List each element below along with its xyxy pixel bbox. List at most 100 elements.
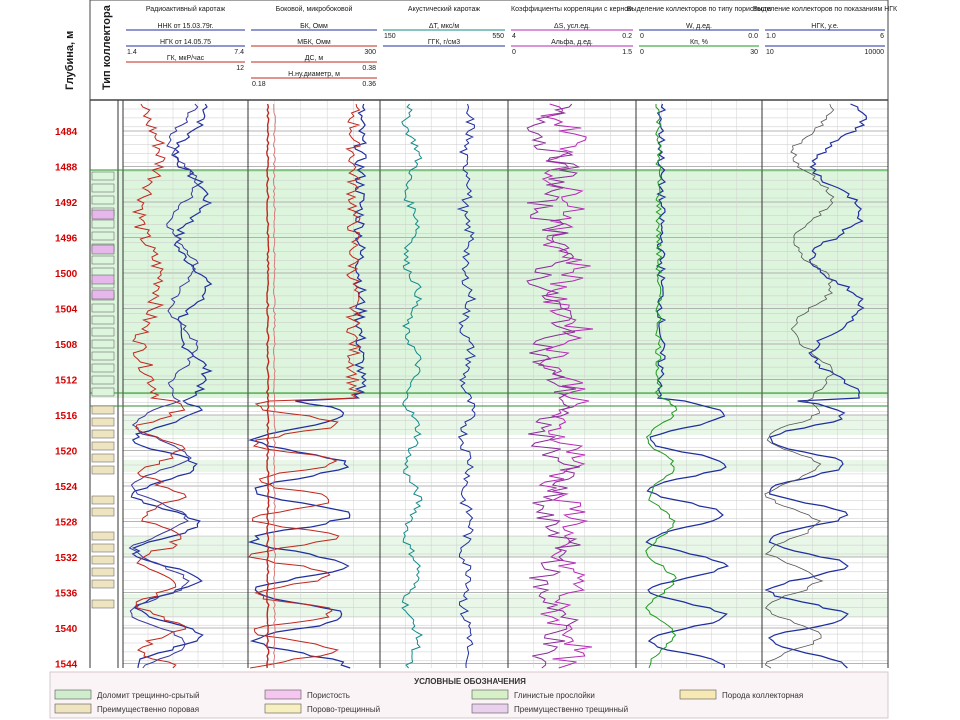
legend-label: Преимущественно поровая [97,705,199,714]
curve-scale-max: 0.36 [362,81,376,88]
legend-title: УСЛОВНЫЕ ОБОЗНАЧЕНИЯ [414,677,526,686]
curve-name: Н.ну.диаметр, м [288,71,340,78]
legend-swatch [264,703,302,714]
depth-tick-label: 1508 [55,340,78,351]
curve-mbk [248,103,362,669]
depth-tick-label: 1488 [55,163,78,174]
curve-scale-min: 1.0 [766,33,776,40]
curve-scale-min: 0.18 [252,81,266,88]
depth-tick-label: 1536 [55,589,78,600]
curve-scale-max: 0.2 [622,33,632,40]
curve-alpha [526,103,581,669]
curve-name: ГК, мкР/час [167,55,205,62]
collector-dolomite [91,219,115,229]
collector-porous [91,405,115,415]
curve-caliper [266,103,270,669]
collector-porous [91,543,115,553]
curve-name: ГГК, г/см3 [428,39,460,46]
curve-name: ΔТ, мкс/м [429,23,459,30]
reservoir-zone [90,170,888,398]
curve-name: БК, Омм [300,23,328,30]
legend: УСЛОВНЫЕ ОБОЗНАЧЕНИЯ Доломит трещинно-ср… [49,671,889,719]
depth-axis: 1484 1488 1492 1496 1500 1504 1508 1512 1516 1520… [55,127,78,671]
curve-scale-max: 550 [492,33,504,40]
curve-scale-max: 300 [364,49,376,56]
curve-ngk-base [764,103,835,669]
curve-scale-min: 0 [640,49,644,56]
legend-label: Преимущественно трещинный [514,705,628,714]
depth-tick-label: 1504 [55,305,78,316]
collector-porous [91,441,115,451]
legend-swatch [679,689,717,700]
track-title: Акустический каротаж [408,5,480,13]
collector-porous [91,429,115,439]
collector-porous [91,495,115,505]
collector-porous [91,465,115,475]
curve-name: НГК, у.е. [811,23,838,30]
curve-scale-max: 10000 [865,49,885,56]
curve-scale-min: 10 [766,49,774,56]
depth-tick-label: 1484 [55,127,78,138]
curve-scale-max: 30 [750,49,758,56]
curve-scale-max: 6 [880,33,884,40]
log-curves [128,103,868,669]
curve-w [645,103,730,668]
track-separators [89,0,889,668]
depth-tick-label: 1492 [55,198,78,209]
depth-tick-label: 1532 [55,553,78,564]
track-title: Боковой, микробоковой [276,5,353,13]
legend-swatch [264,689,302,700]
collector-porous [91,579,115,589]
curve-name: НГК от 14.05.75 [160,39,211,46]
depth-tick-label: 1512 [55,376,78,387]
collector-porous [91,531,115,541]
collector-dolomite [91,351,115,361]
curve-ngk [128,103,199,669]
collector-porous [91,453,115,463]
depth-tick-label: 1540 [55,624,78,635]
curve-name: МБК, Омм [297,39,331,46]
track-title: Выделение коллекторов по типу пористости [627,6,771,13]
legend-swatch [54,689,92,700]
depth-tick-label: 1544 [55,660,78,671]
curve-ds [537,103,594,669]
legend-frame [49,671,889,719]
collector-fractured [91,274,115,285]
depth-tick-label: 1516 [55,411,78,422]
collector-dolomite [91,255,115,265]
curve-gk [131,103,187,669]
curve-scale-min: 0 [640,33,644,40]
collector-fractured [91,289,115,300]
collector-dolomite [91,315,115,325]
curve-nnk [130,103,213,669]
horizontal-grid [123,108,888,664]
curve-name: ΔS, усл.ед. [554,23,590,30]
legend-items: Доломит трещинно-срытый Пористость Глинист… [54,689,803,714]
collector-column-label: Тип коллектора [101,4,113,90]
legend-label: Порода коллекторная [722,691,803,700]
legend-label: Пористость [307,691,350,700]
collector-dolomite [91,183,115,193]
collector-dolomite [91,375,115,385]
depth-tick-label: 1496 [55,234,78,245]
collector-fractured [91,244,115,255]
curve-scale-max: 0.38 [362,65,376,72]
legend-label: Глинистые прослойки [514,691,595,700]
collector-porous [91,555,115,565]
collector-porous [91,599,115,609]
collector-dolomite [91,387,115,397]
depth-tick-label: 1528 [55,518,78,529]
curve-name: Альфа, д.ед. [551,39,593,46]
curve-scale-min: 4 [512,33,516,40]
collector-type-column [91,171,115,609]
collector-dolomite [91,339,115,349]
curve-scale-min: 1.4 [127,49,137,56]
log-panel: 1484148814921496150015041508151215161520… [55,0,889,671]
collector-dolomite [91,231,115,241]
depth-column-label: Глубина, м [64,31,76,90]
curve-ngk-collector [764,103,868,669]
collector-fractured [91,209,115,220]
collector-porous [91,507,115,517]
curve-name: ННК от 15.03.79г. [158,23,214,30]
